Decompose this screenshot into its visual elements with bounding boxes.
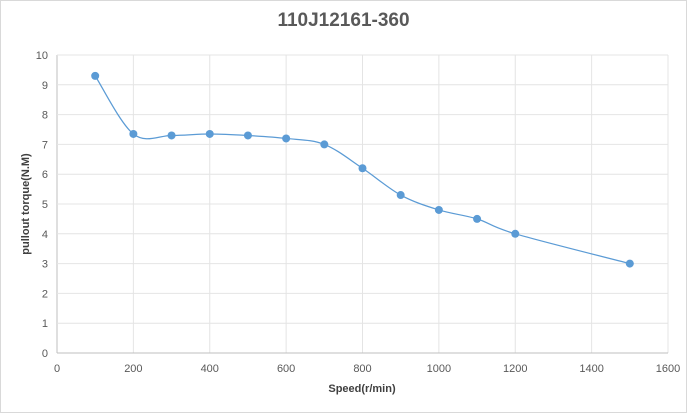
- data-point: [282, 134, 291, 143]
- data-point: [205, 129, 214, 138]
- y-tick-label: 9: [42, 80, 48, 92]
- data-point: [396, 191, 405, 200]
- y-axis-label: pullout torque(N.M): [20, 153, 32, 255]
- y-tick-label: 6: [42, 169, 48, 181]
- x-axis-ticks: 0 200 400 600 800 1000 1200 1400 1600: [54, 363, 680, 375]
- x-tick-label: 0: [54, 363, 60, 375]
- x-tick-label: 600: [277, 363, 295, 375]
- grid-lines: [56, 54, 669, 354]
- data-point: [434, 205, 443, 214]
- data-point: [129, 129, 138, 138]
- y-tick-label: 5: [42, 199, 48, 211]
- y-tick-label: 8: [42, 110, 48, 122]
- data-point: [91, 71, 100, 80]
- x-tick-label: 1400: [579, 363, 603, 375]
- x-tick-label: 400: [201, 363, 219, 375]
- y-tick-label: 4: [42, 229, 48, 241]
- data-point: [320, 140, 329, 149]
- data-point: [167, 131, 176, 140]
- y-tick-label: 10: [36, 50, 48, 62]
- data-point: [243, 131, 252, 140]
- x-tick-label: 1600: [656, 363, 680, 375]
- y-tick-label: 1: [42, 318, 48, 330]
- x-tick-label: 1000: [427, 363, 451, 375]
- data-point: [473, 214, 482, 223]
- data-point: [625, 259, 634, 268]
- data-point: [358, 164, 367, 173]
- x-tick-label: 1200: [503, 363, 527, 375]
- x-tick-label: 200: [124, 363, 142, 375]
- y-tick-label: 0: [42, 348, 48, 360]
- x-axis-label: Speed(r/min): [328, 383, 396, 395]
- y-tick-label: 2: [42, 288, 48, 300]
- chart-title: 110J12161-360: [277, 10, 410, 31]
- y-tick-label: 3: [42, 259, 48, 271]
- data-point: [511, 229, 520, 238]
- x-tick-label: 800: [353, 363, 371, 375]
- y-tick-label: 7: [42, 139, 48, 151]
- y-axis-ticks: 0 1 2 3 4 5 6 7 8 9 10: [36, 50, 48, 360]
- series-points: [91, 71, 634, 268]
